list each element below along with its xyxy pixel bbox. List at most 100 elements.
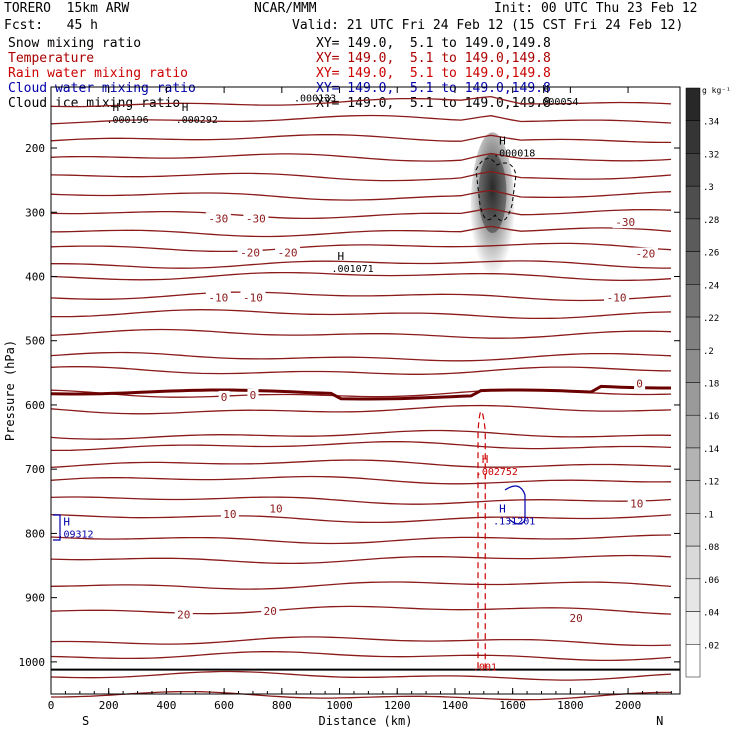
isotherm-label-bg bbox=[205, 212, 231, 225]
colorbar-segment bbox=[685, 251, 701, 285]
colorbar-segment bbox=[685, 644, 701, 678]
isotherm-line bbox=[50, 366, 672, 375]
isotherm-label-bg bbox=[604, 291, 630, 304]
extremum-value: .000292 bbox=[176, 115, 218, 126]
colorbar-segment bbox=[685, 153, 701, 187]
colorbar-segment bbox=[685, 480, 701, 514]
colorbar-segment bbox=[685, 382, 701, 416]
isotherm-line bbox=[50, 534, 672, 545]
isotherm-label-bg bbox=[627, 497, 646, 510]
y-tick-label: 600 bbox=[25, 399, 45, 412]
valid-time: Valid: 21 UTC Fri 24 Feb 12 (15 CST Fri … bbox=[292, 18, 684, 33]
isotherm-label-bg bbox=[567, 611, 586, 624]
isotherm-label-bg bbox=[205, 291, 231, 304]
x-tick-label: 0 bbox=[48, 699, 55, 712]
isotherm-label-bg bbox=[634, 377, 646, 390]
isotherm-label: -10 bbox=[208, 291, 228, 304]
y-tick-label: 900 bbox=[25, 592, 45, 605]
isotherm-line bbox=[50, 95, 672, 108]
isotherm-label: -10 bbox=[243, 291, 263, 304]
colorbar-segment bbox=[685, 316, 701, 351]
colorbar-tick-label: .18 bbox=[703, 380, 719, 390]
colorbar-tick-label: .24 bbox=[703, 281, 719, 291]
colorbar-tick-label: .3 bbox=[703, 183, 714, 193]
isotherm-line bbox=[50, 513, 672, 524]
colorbar-tick-label: .28 bbox=[703, 216, 719, 226]
cloud-water-contour-right bbox=[504, 485, 526, 525]
colorbar-tick-label: .32 bbox=[703, 150, 719, 160]
colorbar-segment bbox=[685, 611, 701, 645]
isotherm-line bbox=[50, 351, 672, 362]
isotherm-label-bg bbox=[174, 608, 193, 621]
isotherm-line bbox=[50, 207, 672, 220]
x-tick-label: 200 bbox=[99, 699, 119, 712]
field-xy-temperature: XY= 149.0, 5.1 to 149.0,149.8 bbox=[316, 51, 551, 66]
forecast-hour: Fcst: 45 h bbox=[4, 18, 98, 33]
isotherm-line bbox=[50, 271, 672, 282]
extremum-mark: H bbox=[63, 515, 70, 528]
isotherm-label: -10 bbox=[607, 291, 627, 304]
colorbar-tick-label: .02 bbox=[703, 641, 719, 651]
isotherm-label-bg bbox=[612, 216, 638, 229]
isotherm-label-bg bbox=[247, 388, 259, 401]
isotherm-label-bg bbox=[243, 212, 269, 225]
extremum-value: .001071 bbox=[332, 264, 374, 275]
extremum-value: .000018 bbox=[493, 149, 535, 160]
colorbar-segment bbox=[685, 513, 701, 547]
isotherm-line bbox=[50, 636, 672, 647]
x-tick-label: 1600 bbox=[499, 699, 526, 712]
x-axis-label: Distance (km) bbox=[319, 714, 413, 728]
isotherm-label: -30 bbox=[615, 216, 635, 229]
isotherm-label: -20 bbox=[240, 246, 260, 259]
y-tick-label: 700 bbox=[25, 463, 45, 476]
isotherm-line bbox=[50, 133, 671, 144]
isotherm-label-bg bbox=[632, 247, 658, 260]
x-tick-label: 800 bbox=[272, 699, 292, 712]
extremum-mark: H bbox=[112, 101, 119, 114]
extremum-mark: H bbox=[482, 453, 489, 466]
extremum-value: .000196 bbox=[106, 115, 148, 126]
organization: NCAR/MMM bbox=[254, 1, 317, 16]
y-axis-label: Pressure (hPa) bbox=[3, 340, 17, 441]
isotherm-label: 10 bbox=[630, 498, 643, 511]
colorbar-tick-label: .1 bbox=[703, 510, 714, 520]
isotherm-line bbox=[51, 260, 671, 269]
isotherm-label: 10 bbox=[269, 503, 282, 516]
isotherm-line bbox=[50, 242, 672, 253]
isotherm-line bbox=[51, 690, 671, 701]
colorbar-tick-label: .14 bbox=[703, 445, 719, 455]
isotherm-line bbox=[50, 496, 672, 505]
isotherm-label: -20 bbox=[635, 248, 655, 261]
isotherm-label-bg bbox=[275, 246, 301, 259]
rain-water-contour bbox=[477, 410, 486, 669]
isotherm-zero bbox=[50, 384, 671, 401]
colorbar-segment bbox=[685, 87, 701, 121]
isotherm-line bbox=[50, 291, 672, 302]
extremum-value: .000133 bbox=[294, 93, 336, 104]
colorbar-tick-label: .08 bbox=[703, 543, 719, 553]
isotherm-line bbox=[50, 404, 672, 415]
colorbar-tick-label: .2 bbox=[703, 347, 714, 357]
isotherm-line bbox=[50, 170, 672, 182]
x-tick-label: 1800 bbox=[557, 699, 584, 712]
field-xy-snow: XY= 149.0, 5.1 to 149.0,149.8 bbox=[316, 36, 551, 51]
colorbar-tick-label: .06 bbox=[703, 576, 719, 586]
isotherm-label: 0 bbox=[221, 391, 228, 404]
isotherm-label: 0 bbox=[636, 377, 643, 390]
cloud-water-contour-left bbox=[53, 514, 61, 541]
north-label: N bbox=[656, 714, 663, 728]
colorbar-tick-label: .12 bbox=[703, 478, 719, 488]
colorbar-segment bbox=[685, 578, 701, 612]
extremum-value: .000054 bbox=[536, 97, 578, 108]
x-tick-label: 1200 bbox=[384, 699, 411, 712]
extremum-mark: H bbox=[542, 83, 549, 96]
isotherm-line bbox=[50, 328, 672, 339]
isotherm-line bbox=[50, 605, 672, 615]
colorbar-tick-label: .16 bbox=[703, 412, 719, 422]
isotherm-label: 0 bbox=[250, 389, 257, 402]
extremum-mark: H bbox=[499, 135, 506, 148]
isotherm-label-bg bbox=[267, 502, 286, 515]
isotherm-label: 20 bbox=[264, 605, 277, 618]
x-tick-label: 600 bbox=[214, 699, 234, 712]
